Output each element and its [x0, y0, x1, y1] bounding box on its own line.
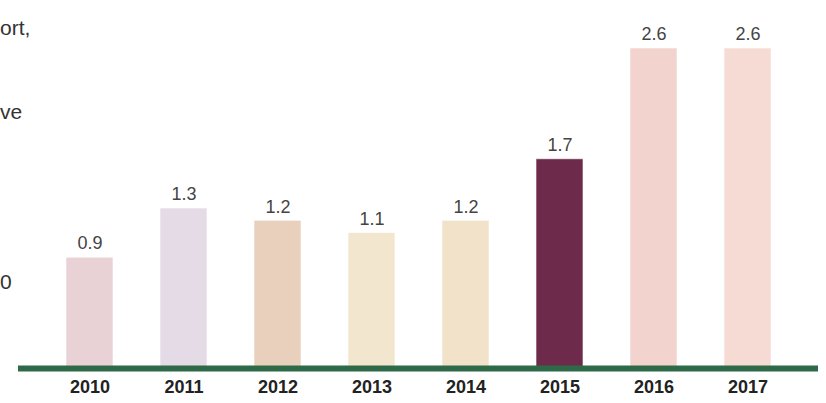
svg-text:2012: 2012	[258, 377, 298, 397]
svg-text:2.6: 2.6	[641, 24, 666, 44]
svg-text:2010: 2010	[70, 377, 110, 397]
svg-text:2011: 2011	[164, 377, 203, 397]
svg-text:1.1: 1.1	[359, 209, 384, 229]
svg-text:2.6: 2.6	[735, 24, 760, 44]
svg-text:2017: 2017	[728, 377, 768, 397]
svg-text:2016: 2016	[634, 377, 674, 397]
svg-text:2013: 2013	[352, 377, 392, 397]
svg-text:1.7: 1.7	[547, 135, 572, 155]
svg-text:2014: 2014	[446, 377, 486, 397]
html-text:ve: ve	[0, 100, 23, 123]
svg-text:1.2: 1.2	[453, 197, 478, 217]
html-text:ort,: ort,	[0, 16, 31, 39]
svg-text:2015: 2015	[540, 377, 580, 397]
svg-text:0.9: 0.9	[77, 233, 102, 253]
html-text:0: 0	[0, 270, 12, 293]
svg-text:1.2: 1.2	[265, 197, 290, 217]
svg-text:1.3: 1.3	[171, 184, 196, 204]
